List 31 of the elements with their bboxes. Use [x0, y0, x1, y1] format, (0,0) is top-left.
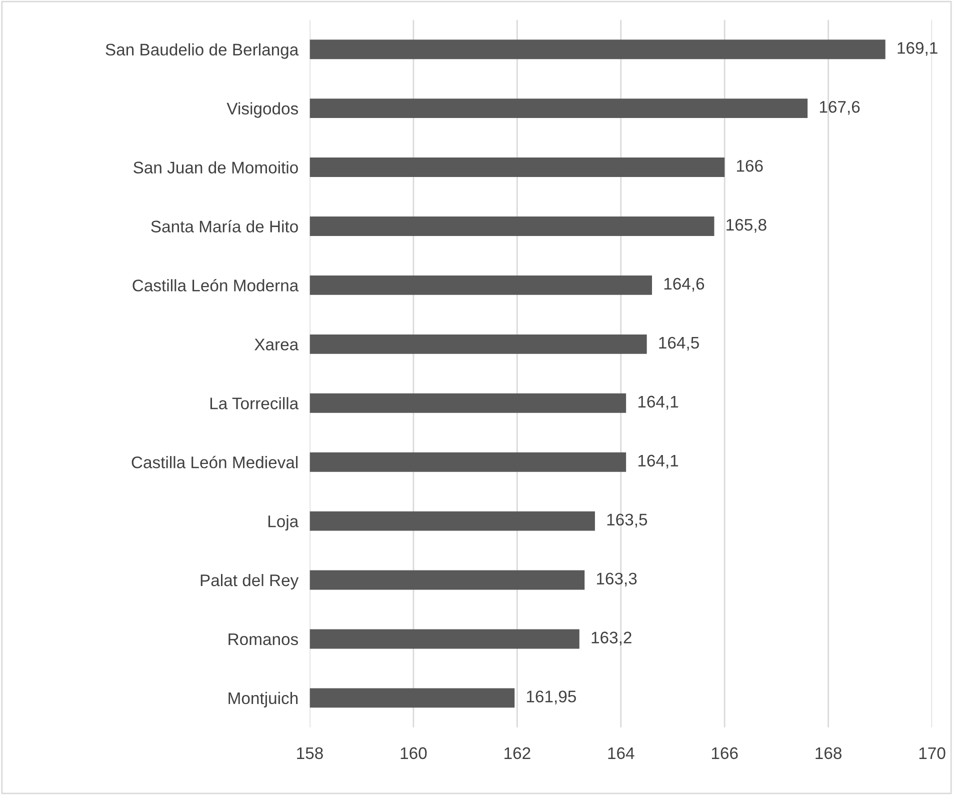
data-label: 164,6 [664, 278, 704, 292]
y-tick-label: San Juan de Momoitio [134, 161, 298, 174]
data-label: 164,1 [638, 396, 678, 410]
data-label: 164,5 [659, 336, 699, 351]
y-tick-label: San Baudelio de Berlanga [106, 43, 299, 59]
data-label: 161,95 [526, 690, 576, 704]
y-tick-label: Castilla León Moderna [132, 278, 299, 292]
x-tick-label: 158 [297, 747, 323, 760]
x-tick-label: 164 [608, 747, 634, 760]
y-tick-label: Santa María de Hito [151, 220, 298, 232]
y-tick-label: Palat del Rey [200, 574, 299, 590]
data-label: 165,8 [726, 218, 766, 233]
y-tick-label: Castilla León Medieval [132, 456, 298, 468]
data-label: 167,6 [820, 100, 860, 115]
y-tick-label: La Torrecilla [210, 397, 299, 410]
x-tick-label: 162 [504, 747, 530, 760]
data-label: 166 [736, 160, 763, 172]
y-tick-label: Visigodos [226, 102, 298, 118]
y-tick-label: Romanos [228, 634, 298, 646]
y-tick-label: Xarea [254, 338, 299, 350]
data-label: 163,2 [592, 632, 632, 646]
x-tick-label: 168 [816, 747, 842, 760]
data-label: 164,1 [638, 454, 678, 469]
x-tick-label: 166 [712, 747, 738, 760]
y-tick-label: Loja [268, 515, 299, 531]
data-label: 169,1 [898, 42, 938, 56]
data-label: 163,5 [607, 514, 648, 528]
x-tick-label: 160 [400, 747, 427, 760]
y-tick-label: Montjuich [228, 692, 298, 708]
data-label: 163,3 [596, 572, 637, 586]
x-tick-label: 170 [919, 747, 946, 760]
